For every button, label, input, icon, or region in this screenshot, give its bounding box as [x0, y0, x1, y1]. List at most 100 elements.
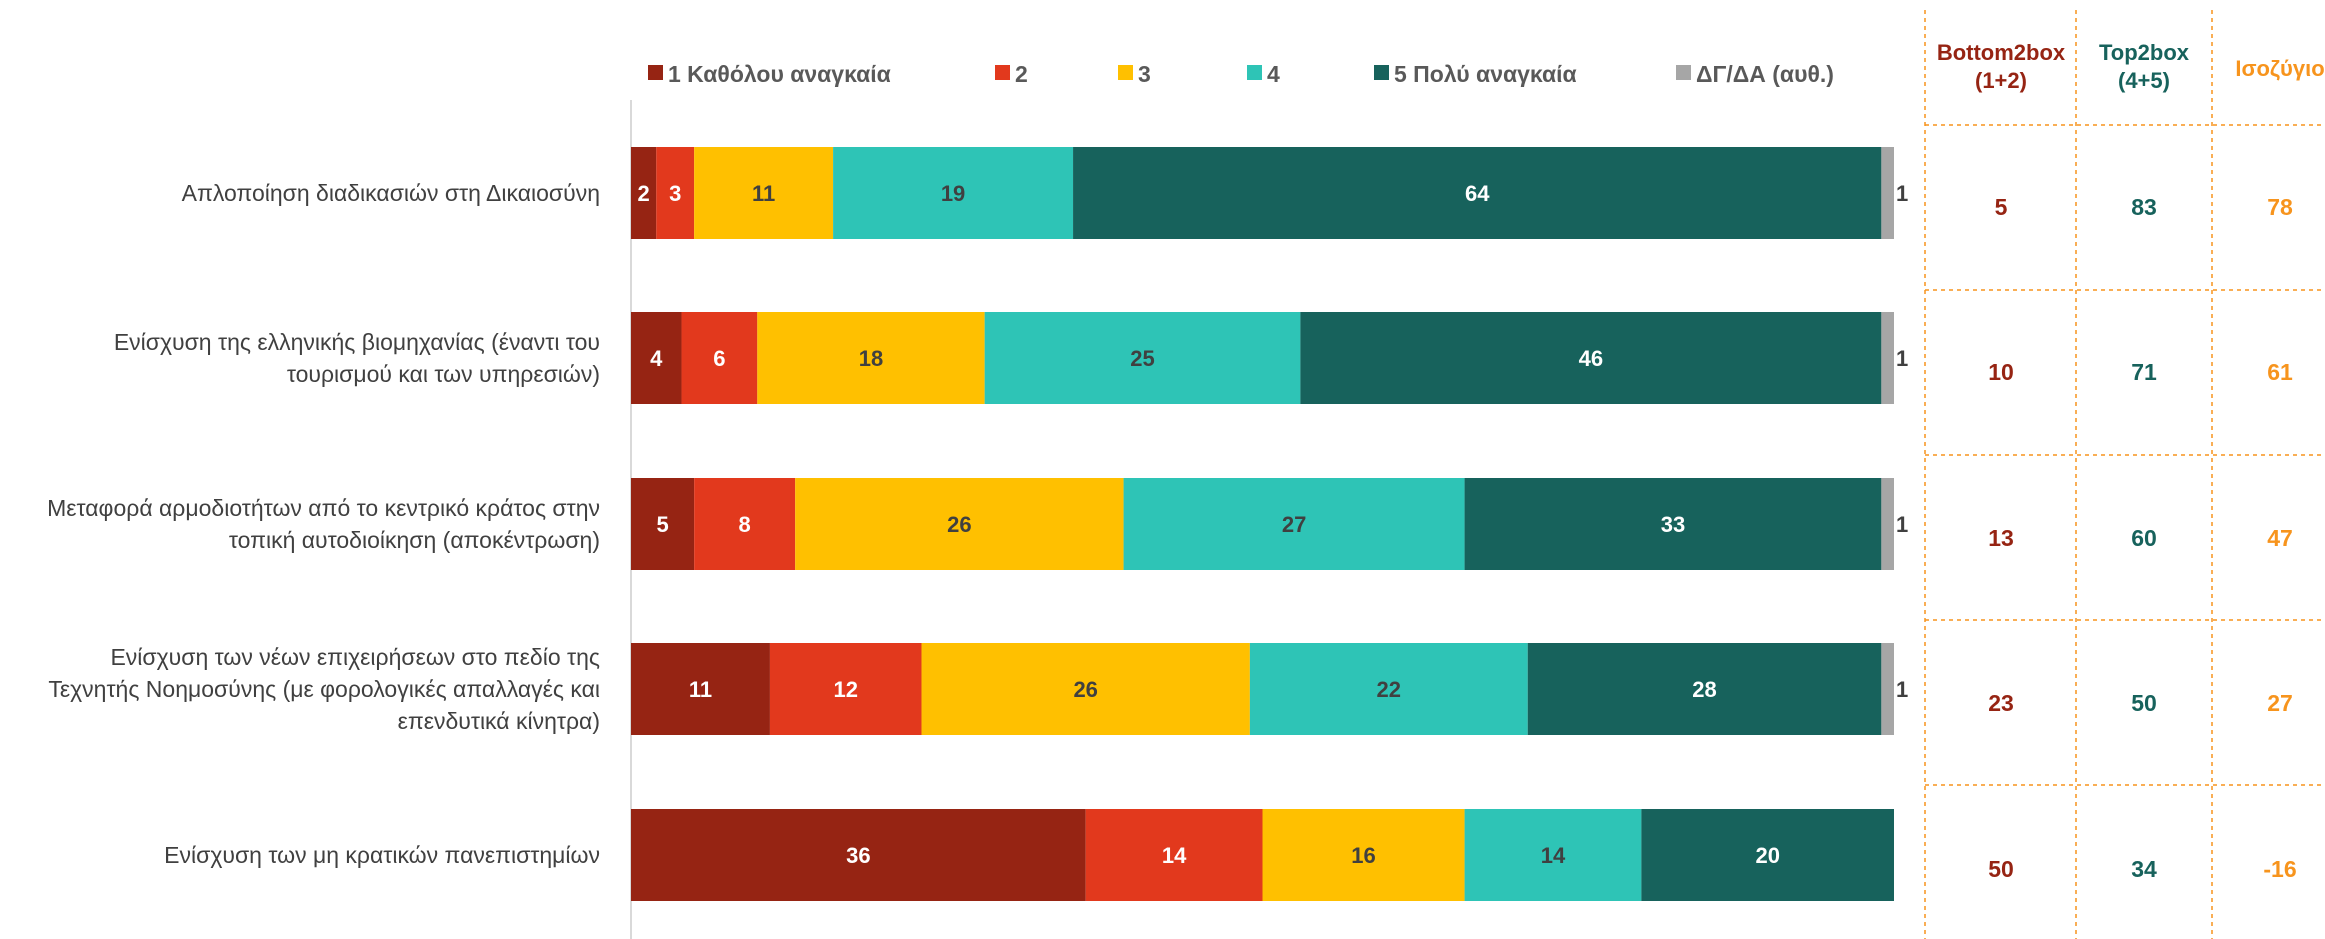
summary-value: 50: [1988, 856, 2014, 882]
bar-value-label: 14: [1162, 843, 1187, 868]
category-label: επενδυτικά κίνητρα): [398, 708, 600, 734]
legend-label: 4: [1267, 61, 1280, 87]
summary-column-header: (1+2): [1975, 68, 2027, 93]
legend-swatch: [995, 65, 1010, 80]
summary-column-header: Top2box: [2099, 40, 2190, 65]
bar-value-label: 28: [1692, 677, 1716, 702]
bar-value-label: 11: [752, 181, 775, 206]
legend: 1 Καθόλου αναγκαία 2 3 4 5 Πολύ αναγκαία ΔΓ/Δ…: [648, 61, 1834, 87]
bar-value-label: 36: [846, 843, 870, 868]
bar-segment: [694, 147, 834, 239]
bar-value-label: 16: [1351, 843, 1375, 868]
category-label: Μεταφορά αρμοδιοτήτων από το κεντρικό κρ…: [47, 495, 600, 521]
bar-segment: [769, 643, 922, 735]
bar-segment: [1123, 478, 1465, 570]
category-label: Ενίσχυση των μη κρατικών πανεπιστημίων: [164, 842, 600, 868]
legend-label: 3: [1138, 61, 1151, 87]
summary-value: 5: [1995, 194, 2008, 220]
bar-value-label: 8: [739, 512, 751, 537]
bar-value-label: 11: [689, 677, 712, 702]
bar-value-label: 33: [1661, 512, 1685, 537]
summary-column-header: Ισοζύγιο: [2235, 56, 2324, 81]
legend-swatch: [1118, 65, 1133, 80]
category-label: Απλοποίηση διαδικασιών στη Δικαιοσύνη: [182, 180, 600, 206]
summary-value: 60: [2131, 525, 2157, 551]
bar-value-label: 1: [1896, 181, 1908, 206]
bar-segment: [631, 643, 770, 735]
legend-label: ΔΓ/ΔΑ (αυθ.): [1696, 61, 1834, 87]
bar-value-label: 1: [1896, 512, 1908, 537]
summary-value: 34: [2131, 856, 2157, 882]
bar-value-label: 2: [638, 181, 650, 206]
summary-column-header: Bottom2box: [1937, 40, 2066, 65]
bar-value-label: 22: [1377, 677, 1401, 702]
bar-segment: [795, 478, 1124, 570]
bar-segment: [757, 312, 985, 404]
category-label: Ενίσχυση της ελληνικής βιομηχανίας (έναν…: [114, 329, 600, 355]
legend-label: 1 Καθόλου αναγκαία: [668, 61, 891, 87]
bars: 2 3 11 19 64 14 6 18 25 46 15 8 26 27 33 111 12 26 22 28 136…: [631, 147, 1908, 901]
bar-value-label: 19: [941, 181, 965, 206]
summary-column-header: (4+5): [2118, 68, 2170, 93]
summary-value: 47: [2267, 525, 2293, 551]
legend-swatch: [648, 65, 663, 80]
bar-value-label: 18: [859, 346, 883, 371]
summary-value: 71: [2131, 359, 2157, 385]
legend-swatch: [1676, 65, 1691, 80]
bar-value-label: 46: [1579, 346, 1603, 371]
summary-value: 10: [1988, 359, 2014, 385]
category-label: τοπική αυτοδιοίκηση (αποκέντρωση): [229, 527, 600, 553]
bar-segment: [631, 809, 1086, 901]
bar-segment: [1073, 147, 1882, 239]
bar-value-label: 6: [713, 346, 725, 371]
summary-value: 83: [2131, 194, 2157, 220]
bar-value-label: 14: [1541, 843, 1566, 868]
legend-swatch: [1374, 65, 1389, 80]
bar-segment: [631, 478, 695, 570]
bar-value-label: 1: [1896, 677, 1908, 702]
summary-value: 27: [2267, 690, 2293, 716]
bar-value-label: 20: [1755, 843, 1779, 868]
bar-segment: [1249, 643, 1528, 735]
category-label: Τεχνητής Νοημοσύνης (με φορολογικές απαλ…: [48, 676, 600, 702]
bar-segment: [1464, 809, 1642, 901]
category-labels: Απλοποίηση διαδικασιών στη Δικαιοσύνη Ενί…: [47, 180, 600, 868]
bar-segment: [656, 147, 695, 239]
bar-value-label: 5: [656, 512, 668, 537]
summary-value: 78: [2267, 194, 2293, 220]
bar-segment: [1881, 312, 1894, 404]
bar-segment: [1464, 478, 1882, 570]
legend-label: 5 Πολύ αναγκαία: [1394, 61, 1577, 87]
bar-segment: [1262, 809, 1465, 901]
summary-table: Bottom2box (1+2) 5 10 13 23 50 Top2box (4+5) 83 71…: [1924, 10, 2325, 939]
bar-value-label: 12: [833, 677, 857, 702]
bar-value-label: 4: [650, 346, 663, 371]
bar-segment: [694, 478, 796, 570]
summary-value: 50: [2131, 690, 2157, 716]
bar-segment: [833, 147, 1074, 239]
category-label: τουρισμού και των υπηρεσιών): [287, 361, 600, 387]
bar-value-label: 1: [1896, 346, 1908, 371]
bar-value-label: 3: [669, 181, 681, 206]
bar-value-label: 26: [947, 512, 971, 537]
bar-segment: [1527, 643, 1882, 735]
bar-segment: [631, 147, 657, 239]
bar-value-label: 25: [1130, 346, 1154, 371]
summary-value: -16: [2263, 856, 2296, 882]
bar-segment: [1881, 147, 1894, 239]
summary-value: 13: [1988, 525, 2014, 551]
summary-value: 23: [1988, 690, 2014, 716]
bar-value-label: 27: [1282, 512, 1306, 537]
legend-swatch: [1247, 65, 1262, 80]
bar-segment: [1881, 643, 1894, 735]
category-label: Ενίσχυση των νέων επιχειρήσεων στο πεδίο…: [110, 644, 600, 670]
bar-segment: [681, 312, 758, 404]
bar-segment: [1881, 478, 1894, 570]
bar-value-label: 26: [1073, 677, 1097, 702]
bar-segment: [1085, 809, 1263, 901]
bar-segment: [921, 643, 1250, 735]
bar-segment: [1641, 809, 1894, 901]
bar-segment: [1300, 312, 1882, 404]
bar-value-label: 64: [1465, 181, 1490, 206]
